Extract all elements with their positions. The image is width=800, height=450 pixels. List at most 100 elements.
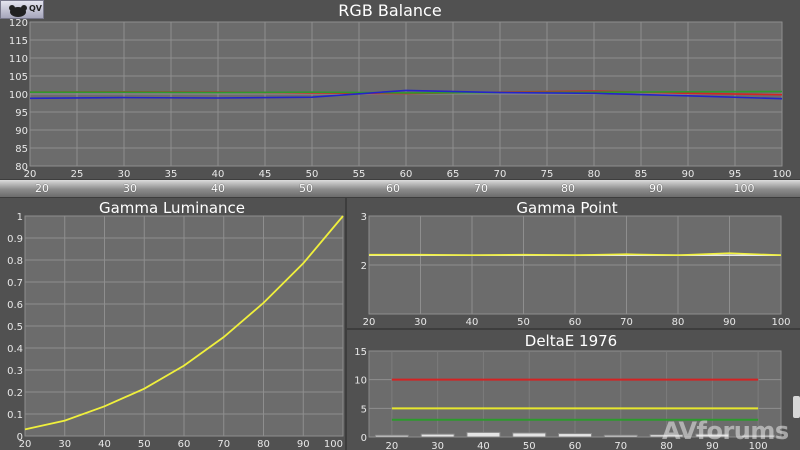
x-tick-label: 70 [494,169,507,179]
x-tick-label: 80 [588,169,601,179]
x-tick-label: 90 [682,169,695,179]
x-tick-label: 80 [672,317,685,328]
y-tick-label: 5 [361,404,367,415]
y-tick-label: 110 [9,54,28,65]
series-line [24,215,344,431]
y-tick-label: 0.4 [7,344,23,355]
x-tick-label: 25 [71,169,84,179]
calibration-bar-label: 100 [733,182,755,195]
rgb-balance-chart: RGB Balance 80 85 90 95 100 105 110 115 120 20 25 30… [9,1,792,179]
calibration-bar-label: 50 [299,182,313,195]
y-tick-label: 0.6 [7,300,23,311]
x-tick-label: 70 [614,441,627,450]
y-tick-label: 85 [15,144,28,155]
deltae-panel: DeltaE 1976 0 5 10 15 20 30 40 50 60 70 80 90 100 [347,330,800,450]
x-tick-label: 35 [165,169,178,179]
calibration-bar-label: 40 [211,182,225,195]
x-tick-label: 20 [386,441,399,450]
x-tick-label: 100 [749,441,768,450]
bar [512,432,547,438]
bar [649,434,684,438]
x-tick-label: 60 [178,439,191,450]
x-tick-label: 65 [447,169,460,179]
series-line [369,252,782,257]
x-tick-label: 30 [118,169,131,179]
bar [603,434,638,438]
x-tick-label: 40 [477,441,490,450]
qv-logo: QV [0,0,44,19]
avforums-watermark: AVforums [662,417,789,445]
x-tick-label: 40 [212,169,225,179]
y-tick-label: 0.2 [7,388,23,399]
y-tick-label: 100 [9,90,28,101]
y-tick-label: 0.8 [7,256,23,267]
y-tick-label: 105 [9,72,28,83]
calibration-bar-label: 60 [386,182,400,195]
chart-title: RGB Balance [338,1,441,20]
y-tick-label: 2 [361,261,367,272]
calibration-bar-label: 90 [649,182,663,195]
x-tick-label: 70 [620,317,633,328]
x-tick-label: 70 [217,439,230,450]
calibration-bar: 20 30 40 50 60 70 80 90 100 [0,180,800,197]
calibration-bar-label: 70 [474,182,488,195]
bar [374,434,409,438]
x-tick-label: 45 [259,169,272,179]
x-tick-label: 50 [523,441,536,450]
chart-title: Gamma Point [516,199,617,217]
x-tick-label: 60 [400,169,413,179]
x-tick-label: 20 [363,317,376,328]
x-tick-label: 40 [466,317,479,328]
y-tick-label: 0.5 [7,322,23,333]
y-tick-label: 115 [9,36,28,47]
x-tick-label: 30 [414,317,427,328]
y-tick-label: 0.3 [7,366,23,377]
bar [420,433,455,438]
side-scroll-tab[interactable] [793,396,800,418]
x-tick-label: 50 [306,169,319,179]
x-tick-label: 100 [772,169,791,179]
series-line [29,89,783,100]
y-tick-label: 15 [354,347,367,358]
y-tick-label: 0.9 [7,234,23,245]
gamma-point-chart: Gamma Point 2 3 20 30 40 50 60 70 80 90 100 [361,199,791,328]
y-tick-label: 3 [361,212,367,223]
y-tick-label: 0 [361,433,367,444]
series-line [30,90,783,94]
chart-title: DeltaE 1976 [525,332,617,350]
x-tick-label: 30 [58,439,71,450]
y-tick-label: 90 [15,126,28,137]
y-tick-label: 120 [9,18,28,29]
y-tick-label: 1 [17,212,23,223]
x-tick-label: 40 [98,439,111,450]
y-tick-label: 0 [17,432,23,443]
x-tick-label: 85 [635,169,648,179]
gamma-point-panel: Gamma Point 2 3 20 30 40 50 60 70 80 90 100 [347,198,800,328]
x-tick-label: 50 [138,439,151,450]
qv-logo-mark: QV [9,4,43,17]
gamma-luminance-panel: Gamma Luminance 0 0.1 0.2 0.3 0.4 0.5 0.6 0.7 0.8… [0,198,345,450]
rgb-balance-panel: RGB Balance 80 85 90 95 100 105 110 115 120 20 25 30… [0,0,800,179]
y-tick-label: 95 [15,108,28,119]
x-tick-label: 55 [353,169,366,179]
gamma-luminance-chart: Gamma Luminance 0 0.1 0.2 0.3 0.4 0.5 0.6 0.7 0.8… [7,199,344,450]
x-tick-label: 50 [517,317,530,328]
y-tick-label: 10 [354,376,367,387]
chart-title: Gamma Luminance [99,199,245,217]
x-tick-label: 80 [660,441,673,450]
x-tick-label: 100 [324,439,343,450]
x-tick-label: 95 [729,169,742,179]
qv-logo-text: QV [29,4,43,13]
deltae-chart: DeltaE 1976 0 5 10 15 20 30 40 50 60 70 80 90 100 [354,332,782,450]
x-tick-label: 30 [431,441,444,450]
x-tick-label: 60 [569,441,582,450]
x-tick-label: 80 [257,439,270,450]
bar [466,431,501,438]
bar [558,433,592,438]
x-tick-label: 100 [771,317,790,328]
x-tick-label: 90 [297,439,310,450]
y-tick-label: 80 [15,162,28,173]
x-tick-label: 60 [569,317,582,328]
bar [741,434,776,438]
x-tick-label: 20 [19,439,32,450]
